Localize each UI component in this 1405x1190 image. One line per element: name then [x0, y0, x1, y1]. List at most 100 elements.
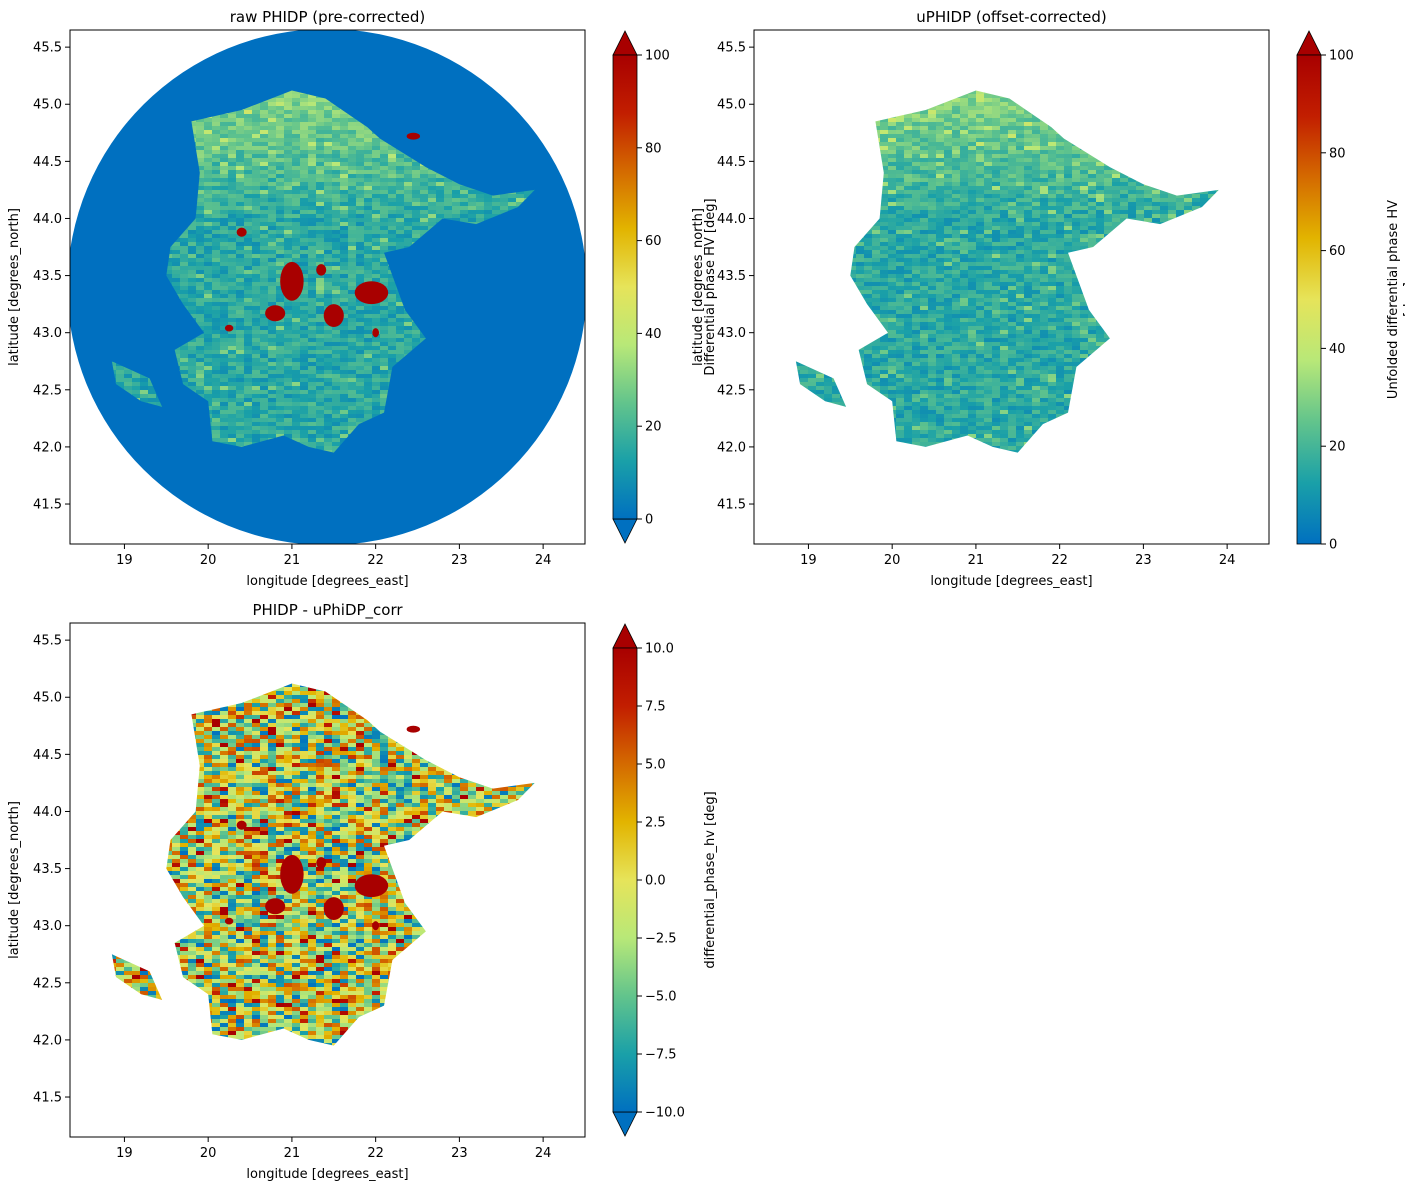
field-cell	[364, 402, 372, 406]
field-cell	[228, 382, 236, 386]
field-cell	[308, 330, 316, 334]
field-cell	[308, 242, 316, 246]
field-cell	[268, 394, 276, 398]
field-cell	[324, 234, 332, 238]
field-cell	[300, 206, 308, 210]
field-cell	[380, 398, 388, 402]
field-cell	[196, 350, 204, 354]
field-cell	[236, 418, 244, 422]
field-cell	[260, 178, 268, 182]
field-cell	[380, 186, 388, 190]
field-cell	[340, 286, 348, 290]
field-cell	[564, 414, 572, 418]
field-cell	[364, 274, 372, 278]
field-cell	[300, 186, 308, 190]
field-cell	[196, 206, 204, 210]
field-cell	[276, 410, 284, 414]
field-cell	[292, 122, 300, 126]
field-cell	[364, 266, 372, 270]
field-cell	[412, 238, 420, 242]
field-cell	[396, 206, 404, 210]
field-cell	[380, 254, 388, 258]
field-cell	[204, 350, 212, 354]
field-cell	[292, 102, 300, 106]
field-cell	[196, 366, 204, 370]
field-cell	[212, 306, 220, 310]
field-cell	[196, 194, 204, 198]
field-cell	[276, 382, 284, 386]
field-cell	[212, 426, 220, 430]
field-cell	[220, 122, 228, 126]
field-cell	[196, 390, 204, 394]
field-cell	[260, 174, 268, 178]
field-cell	[348, 298, 356, 302]
field-cell	[404, 222, 412, 226]
field-cell	[356, 322, 364, 326]
field-cell	[284, 110, 292, 114]
field-cell	[268, 290, 276, 294]
field-cell	[420, 186, 428, 190]
field-cell	[244, 426, 252, 430]
field-cell	[132, 94, 140, 98]
field-cell	[268, 366, 276, 370]
field-cell	[260, 330, 268, 334]
field-cell	[292, 366, 300, 370]
field-cell	[252, 378, 260, 382]
field-cell	[308, 370, 316, 374]
field-cell	[188, 338, 196, 342]
field-cell	[252, 242, 260, 246]
field-cell	[300, 238, 308, 242]
field-cell	[236, 142, 244, 146]
field-cell	[372, 142, 380, 146]
field-cell	[228, 242, 236, 246]
field-cell	[220, 402, 228, 406]
field-cell	[276, 370, 284, 374]
field-cell	[292, 150, 300, 154]
field-cell	[220, 198, 228, 202]
field-cell	[380, 202, 388, 206]
field-cell	[300, 342, 308, 346]
field-cell	[340, 122, 348, 126]
field-cell	[540, 130, 548, 134]
field-cell	[388, 338, 396, 342]
field-cell	[372, 250, 380, 254]
field-cell	[260, 358, 268, 362]
field-cell	[348, 198, 356, 202]
field-cell	[236, 338, 244, 342]
field-cell	[332, 134, 340, 138]
field-cell	[252, 270, 260, 274]
field-cell	[468, 206, 476, 210]
field-cell	[380, 282, 388, 286]
field-cell	[188, 278, 196, 282]
field-cell	[268, 238, 276, 242]
field-cell	[212, 230, 220, 234]
field-cell	[300, 198, 308, 202]
field-cell	[548, 134, 556, 138]
field-cell	[356, 262, 364, 266]
field-cell	[516, 98, 524, 102]
field-cell	[548, 118, 556, 122]
field-cell	[212, 278, 220, 282]
field-cell	[444, 198, 452, 202]
field-cell	[348, 118, 356, 122]
field-cell	[348, 162, 356, 166]
field-cell	[236, 282, 244, 286]
field-cell	[220, 130, 228, 134]
field-cell	[300, 354, 308, 358]
field-cell	[340, 246, 348, 250]
field-cell	[204, 346, 212, 350]
field-cell	[180, 270, 188, 274]
field-cell	[228, 202, 236, 206]
field-cell	[348, 394, 356, 398]
field-cell	[436, 214, 444, 218]
field-cell	[228, 350, 236, 354]
field-cell	[252, 170, 260, 174]
field-cell	[284, 366, 292, 370]
field-cell	[236, 362, 244, 366]
field-cell	[236, 286, 244, 290]
field-cell	[372, 390, 380, 394]
field-cell	[372, 398, 380, 402]
field-cell	[316, 186, 324, 190]
field-cell	[212, 322, 220, 326]
field-cell	[140, 378, 148, 382]
